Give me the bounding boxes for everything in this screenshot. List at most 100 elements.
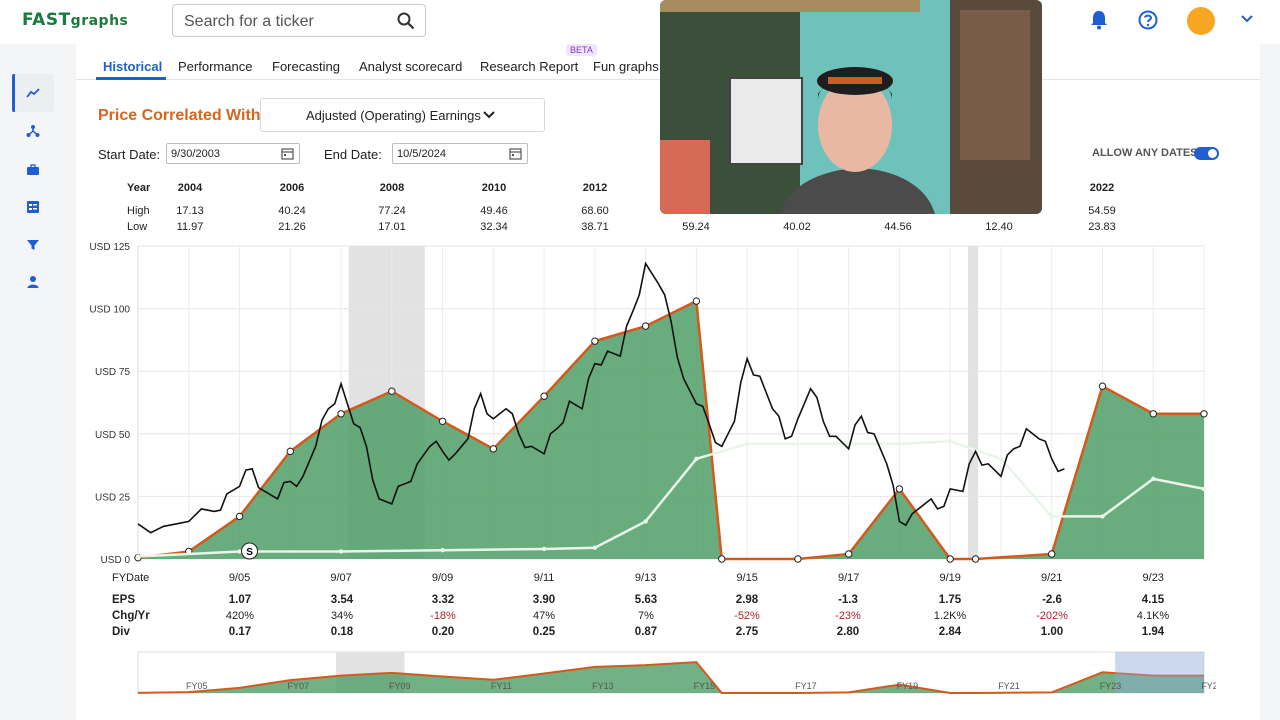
y-tick-label: USD 25	[95, 492, 130, 503]
y-tick-label: USD 125	[89, 242, 130, 253]
avatar[interactable]	[1187, 7, 1215, 35]
y-tick-label: USD 50	[95, 430, 130, 441]
low-cell: 11.97	[176, 221, 204, 233]
earnings-line	[137, 299, 1204, 561]
navigator-label: FY11	[491, 681, 512, 691]
sidebar-item-charts[interactable]	[12, 74, 54, 112]
earnings-point	[591, 337, 599, 345]
chg-cell: 47%	[532, 610, 556, 622]
div-cell: 0.87	[634, 626, 658, 638]
navigator-area	[138, 662, 1204, 693]
earnings-point	[438, 417, 447, 425]
earnings-point	[844, 550, 853, 558]
briefcase-icon[interactable]	[26, 163, 40, 177]
tab-historical[interactable]: Historical	[103, 59, 163, 74]
chg-cell: 420%	[225, 610, 255, 622]
list-box-icon[interactable]	[26, 200, 40, 214]
search-placeholder: Search for a ticker	[184, 13, 314, 30]
allow-any-dates-label: ALLOW ANY DATES	[1092, 147, 1198, 159]
chg-cell: -23%	[835, 610, 861, 622]
navigator-label: FY25	[1201, 681, 1216, 691]
div-cell: 2.84	[938, 626, 962, 638]
start-date-value: 9/30/2003	[171, 148, 220, 160]
end-date-input[interactable]: 10/5/2024	[392, 143, 528, 164]
high-cell: 40.24	[278, 205, 306, 217]
low-cell: 12.40	[985, 221, 1013, 233]
dividend-point	[338, 549, 344, 554]
beta-badge: BETA	[566, 44, 597, 56]
chg-row-label: Chg/Yr	[112, 610, 150, 622]
calendar-icon[interactable]	[281, 147, 294, 160]
search-input[interactable]: Search for a ticker	[172, 4, 426, 37]
earnings-point	[895, 485, 904, 493]
app-logo[interactable]: FASTgraphs	[22, 10, 128, 30]
div-cell: 2.80	[836, 626, 860, 638]
navigator-label: FY17	[795, 681, 817, 691]
tab-performance[interactable]: Performance	[178, 59, 253, 74]
tab-fun-graphs[interactable]: Fun graphs	[593, 59, 659, 74]
eps-cell: 3.90	[532, 594, 556, 606]
eps-cell: 1.07	[228, 594, 252, 606]
navigator-label: FY05	[186, 681, 208, 691]
help-icon[interactable]	[1137, 9, 1159, 31]
year-row-label: Year	[127, 182, 151, 194]
start-date-label: Start Date:	[98, 147, 161, 162]
chevron-down-icon[interactable]	[1240, 12, 1254, 26]
eps-cell: 2.98	[735, 594, 759, 606]
dividend-point	[541, 546, 547, 552]
eps-cell: -1.3	[838, 594, 858, 606]
price-chart[interactable]: USD 0 USD 25 USD 50 USD 75 USD 100 USD 125 S FY…	[76, 240, 1216, 698]
low-cell: 44.56	[884, 221, 912, 233]
search-icon[interactable]	[397, 12, 415, 30]
calendar-icon[interactable]	[509, 147, 522, 160]
earnings-point	[1048, 550, 1056, 558]
div-cell: 0.18	[330, 626, 354, 638]
chevron-down-icon	[483, 111, 495, 119]
div-cell: 1.94	[1141, 626, 1165, 638]
correlation-selected-value: Adjusted (Operating) Earnings	[306, 108, 481, 123]
y-tick-label: USD 0	[101, 555, 131, 566]
navigator-label: FY21	[998, 681, 1020, 691]
filter-icon[interactable]	[26, 238, 40, 252]
end-date-label: End Date:	[324, 147, 382, 162]
high-cell: 68.60	[581, 205, 609, 217]
tab-research-report[interactable]: Research Report	[480, 59, 579, 74]
navigator-label: FY13	[592, 681, 614, 691]
chg-cell: -52%	[734, 610, 760, 622]
x-tick-label: 9/17	[838, 572, 859, 584]
low-row-label: Low	[127, 221, 148, 233]
div-cell: 0.25	[532, 626, 556, 638]
tab-forecasting[interactable]: Forecasting	[272, 59, 340, 74]
logo-main-text: FAST	[22, 10, 71, 30]
line-chart-icon[interactable]	[26, 86, 40, 100]
y-tick-label: USD 100	[89, 305, 130, 316]
allow-any-dates-toggle[interactable]	[1194, 147, 1219, 160]
dividend-point	[998, 456, 1004, 462]
div-cell: 0.20	[431, 626, 455, 638]
navigator-label: FY19	[897, 681, 919, 691]
year-cell: 2004	[177, 182, 203, 194]
x-tick-label: 9/07	[330, 572, 351, 584]
div-cell: 0.17	[228, 626, 252, 638]
year-cell: 2008	[379, 182, 405, 194]
user-icon[interactable]	[26, 275, 40, 289]
earnings-point	[540, 392, 548, 400]
navigator-selection	[1115, 652, 1204, 693]
year-cell: 2012	[582, 182, 608, 194]
low-cell: 38.71	[581, 221, 609, 233]
bell-icon[interactable]	[1088, 9, 1110, 31]
split-marker	[241, 542, 259, 560]
top-bar: FASTgraphs Search for a ticker	[0, 0, 1280, 44]
network-icon[interactable]	[26, 124, 40, 138]
tab-analyst-scorecard[interactable]: Analyst scorecard	[359, 59, 463, 74]
eps-row-label: EPS	[112, 594, 136, 606]
chg-cell: 4.1K%	[1136, 610, 1170, 622]
low-cell: 17.01	[378, 221, 406, 233]
low-cell: 32.34	[480, 221, 508, 233]
div-cell: 2.75	[735, 626, 759, 638]
year-cell: 2006	[279, 182, 305, 194]
dividend-point	[1201, 486, 1207, 492]
start-date-input[interactable]: 9/30/2003	[166, 143, 300, 164]
navigator-label: FY09	[389, 681, 411, 691]
correlation-dropdown[interactable]: Adjusted (Operating) Earnings	[260, 98, 545, 132]
